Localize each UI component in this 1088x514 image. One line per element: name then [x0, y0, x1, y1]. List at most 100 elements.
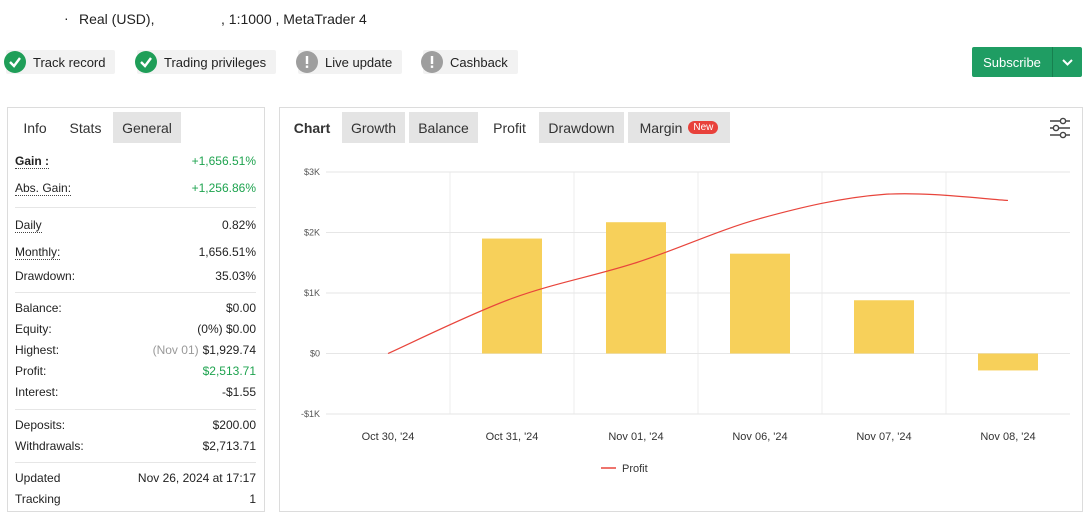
- stats-panel: Info Stats General Gain : +1,656.51% Abs. Gai…: [7, 107, 265, 512]
- x-tick-label: Oct 31, '24: [486, 431, 539, 443]
- stat-note: (Nov 01): [152, 343, 199, 357]
- stat-label: Updated: [15, 471, 61, 485]
- badge: Track record: [4, 50, 116, 74]
- stat-value-wrap: +1,256.86%: [192, 181, 256, 195]
- stat-value-wrap: 1,656.51%: [199, 245, 256, 259]
- tab-label: Drawdown: [548, 119, 615, 136]
- tab-heading: Chart: [284, 112, 340, 143]
- stat-value: 1,656.51%: [198, 245, 256, 259]
- y-tick-label: $3K: [304, 167, 320, 177]
- stat-value: Nov 26, 2024 at 17:17: [137, 471, 256, 485]
- stat-row: Withdrawals: $2,713.71: [15, 436, 256, 456]
- stat-row: Highest: (Nov 01) $1,929.74: [15, 340, 256, 360]
- stat-value-wrap: $0.00: [226, 301, 256, 315]
- y-tick-label: $0: [310, 349, 320, 359]
- stat-label: Drawdown:: [15, 269, 76, 283]
- stat-value: -$1.55: [221, 385, 256, 399]
- stat-label: Highest:: [15, 343, 60, 357]
- stat-value: $200.00: [212, 418, 256, 432]
- badge-icon: [421, 51, 443, 73]
- stat-value-wrap: 0.82%: [222, 218, 256, 232]
- tab[interactable]: Margin New: [628, 112, 730, 143]
- chart: -$1K $0 $1K $2K $3K Oct 30, '24 Oct 31, '24 Nov…: [301, 167, 1070, 475]
- y-tick-label: $2K: [304, 228, 320, 238]
- badge-icon: [296, 51, 318, 73]
- badge-icon: [135, 51, 157, 73]
- stat-value: $2,513.71: [202, 364, 256, 378]
- stat-value: +1,656.51%: [191, 154, 256, 168]
- x-tick-label: Nov 01, '24: [608, 431, 663, 443]
- stat-label: Equity:: [15, 322, 52, 336]
- stat-row: Profit: $2,513.71: [15, 361, 256, 381]
- bar: [730, 253, 790, 354]
- stat-value: (0%) $0.00: [197, 322, 256, 336]
- stat-label: Tracking: [15, 492, 61, 506]
- y-tick-label: -$1K: [301, 409, 320, 419]
- badge: Live update: [296, 50, 403, 74]
- stat-value-wrap: (Nov 01) $1,929.74: [153, 343, 256, 357]
- stat-value-wrap: $200.00: [213, 418, 256, 432]
- subscribe-button[interactable]: Subscribe: [972, 47, 1082, 77]
- stat-row: Balance: $0.00: [15, 298, 256, 318]
- badge-label: Live update: [325, 54, 393, 70]
- stat-row: Drawdown: 35.03%: [15, 266, 256, 286]
- tab[interactable]: General: [113, 112, 181, 143]
- bar: [606, 222, 666, 354]
- legend-label: Profit: [622, 463, 648, 475]
- stat-value: $1,929.74: [202, 343, 256, 357]
- x-tick-label: Nov 06, '24: [732, 431, 787, 443]
- tab-label: Growth: [350, 119, 397, 136]
- bar: [854, 300, 914, 354]
- stat-row: Abs. Gain: +1,256.86%: [15, 178, 256, 198]
- tab[interactable]: Stats: [58, 112, 113, 143]
- stat-label: Gain :: [15, 153, 50, 169]
- stat-label: Abs. Gain:: [15, 180, 72, 196]
- stat-label: Daily: [15, 217, 42, 233]
- tab-label: Margin: [639, 119, 683, 136]
- header-account: Real (USD),: [79, 11, 155, 27]
- stat-row: Gain : +1,656.51%: [15, 151, 256, 171]
- stat-label: Withdrawals:: [15, 439, 84, 453]
- stat-label: Balance:: [15, 301, 62, 315]
- line: [387, 193, 1009, 355]
- y-tick-label: $1K: [304, 288, 320, 298]
- tab-label: Balance: [418, 119, 469, 136]
- stat-value-wrap: -$1.55: [222, 385, 256, 399]
- tab-label: Profit: [493, 119, 526, 136]
- tab[interactable]: Info: [10, 112, 60, 143]
- separator: [15, 462, 256, 463]
- badge: Trading privileges: [135, 50, 277, 74]
- badge-icon: [4, 51, 26, 73]
- tab[interactable]: Drawdown: [539, 112, 624, 143]
- stat-value-wrap: $2,513.71: [203, 364, 256, 378]
- stat-value-wrap: +1,656.51%: [192, 154, 256, 168]
- tab[interactable]: Growth: [342, 112, 405, 143]
- stat-value-wrap: (0%) $0.00: [197, 322, 256, 336]
- stat-label: Deposits:: [15, 418, 66, 432]
- badge-label: Trading privileges: [164, 54, 267, 70]
- chart-panel: Chart Growth Balance Profit Drawdown Margin Ne…: [279, 107, 1083, 512]
- badge-label: Track record: [33, 54, 106, 70]
- stat-row: Interest: -$1.55: [15, 382, 256, 402]
- x-tick-label: Nov 07, '24: [856, 431, 911, 443]
- x-tick-label: Nov 08, '24: [980, 431, 1035, 443]
- stat-label: Monthly:: [15, 244, 61, 260]
- separator: [15, 207, 256, 208]
- stat-value-wrap: Nov 26, 2024 at 17:17: [138, 471, 256, 485]
- header-bullet: ·: [64, 10, 69, 26]
- stat-value: 35.03%: [215, 269, 256, 283]
- stat-value-wrap: 35.03%: [215, 269, 256, 283]
- stat-label: Profit:: [15, 364, 47, 378]
- stat-row: Deposits: $200.00: [15, 415, 256, 435]
- tab[interactable]: Balance: [409, 112, 478, 143]
- settings-icon[interactable]: [1048, 117, 1072, 139]
- new-badge: New: [688, 121, 719, 134]
- stat-value: $0.00: [225, 301, 256, 315]
- tab[interactable]: Profit: [482, 112, 537, 143]
- subscribe-label: Subscribe: [983, 54, 1041, 70]
- stat-row: Monthly: 1,656.51%: [15, 242, 256, 262]
- stat-row: Updated Nov 26, 2024 at 17:17: [15, 468, 256, 488]
- stat-value-wrap: $2,713.71: [203, 439, 256, 453]
- separator: [15, 409, 256, 410]
- stat-value-wrap: 1: [249, 492, 256, 506]
